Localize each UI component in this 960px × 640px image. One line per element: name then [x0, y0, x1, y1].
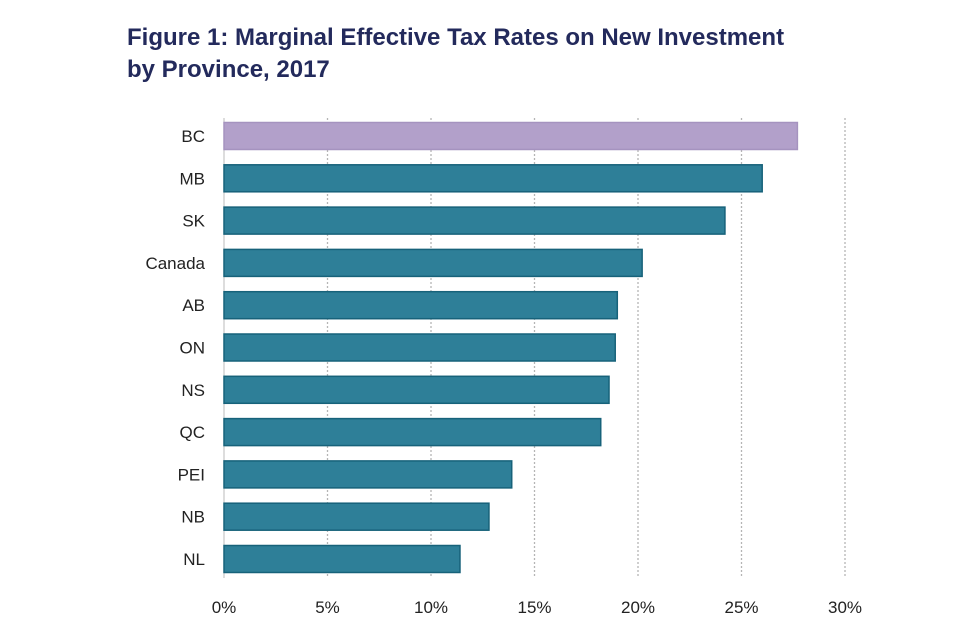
x-tick-label: 0%: [212, 598, 237, 617]
bar-ns: [223, 375, 610, 405]
bar-ab: [223, 290, 619, 320]
bar-on: [223, 333, 616, 362]
category-label: Canada: [145, 254, 205, 273]
bar-nb: [223, 502, 490, 531]
x-tick-label: 10%: [414, 598, 448, 617]
bar-canada: [223, 248, 643, 278]
category-label: NL: [183, 550, 205, 569]
bar-pei: [223, 460, 513, 489]
bar-qc: [223, 417, 602, 447]
x-tick-label: 25%: [724, 598, 758, 617]
category-label: NB: [181, 508, 205, 527]
chart-title-line-1: Figure 1: Marginal Effective Tax Rates o…: [127, 24, 785, 51]
bar-sk: [223, 206, 726, 235]
x-tick-label: 15%: [517, 598, 551, 617]
category-label: BC: [181, 127, 205, 146]
chart-title-line-2: by Province, 2017: [127, 56, 330, 83]
x-tick-label: 20%: [621, 598, 655, 617]
category-label: QC: [180, 423, 206, 442]
x-tick-label: 30%: [828, 598, 862, 617]
x-tick-label: 5%: [315, 598, 340, 617]
bar-mb: [223, 164, 763, 193]
bar-bc: [223, 121, 799, 151]
category-label: MB: [180, 169, 206, 188]
category-label: AB: [182, 296, 205, 315]
category-label: NS: [181, 381, 205, 400]
bar-nl: [223, 544, 461, 574]
category-label: PEI: [178, 465, 205, 484]
category-label: ON: [180, 339, 206, 358]
chart-title: Figure 1: Marginal Effective Tax Rates o…: [127, 22, 927, 86]
category-label: SK: [182, 212, 205, 231]
